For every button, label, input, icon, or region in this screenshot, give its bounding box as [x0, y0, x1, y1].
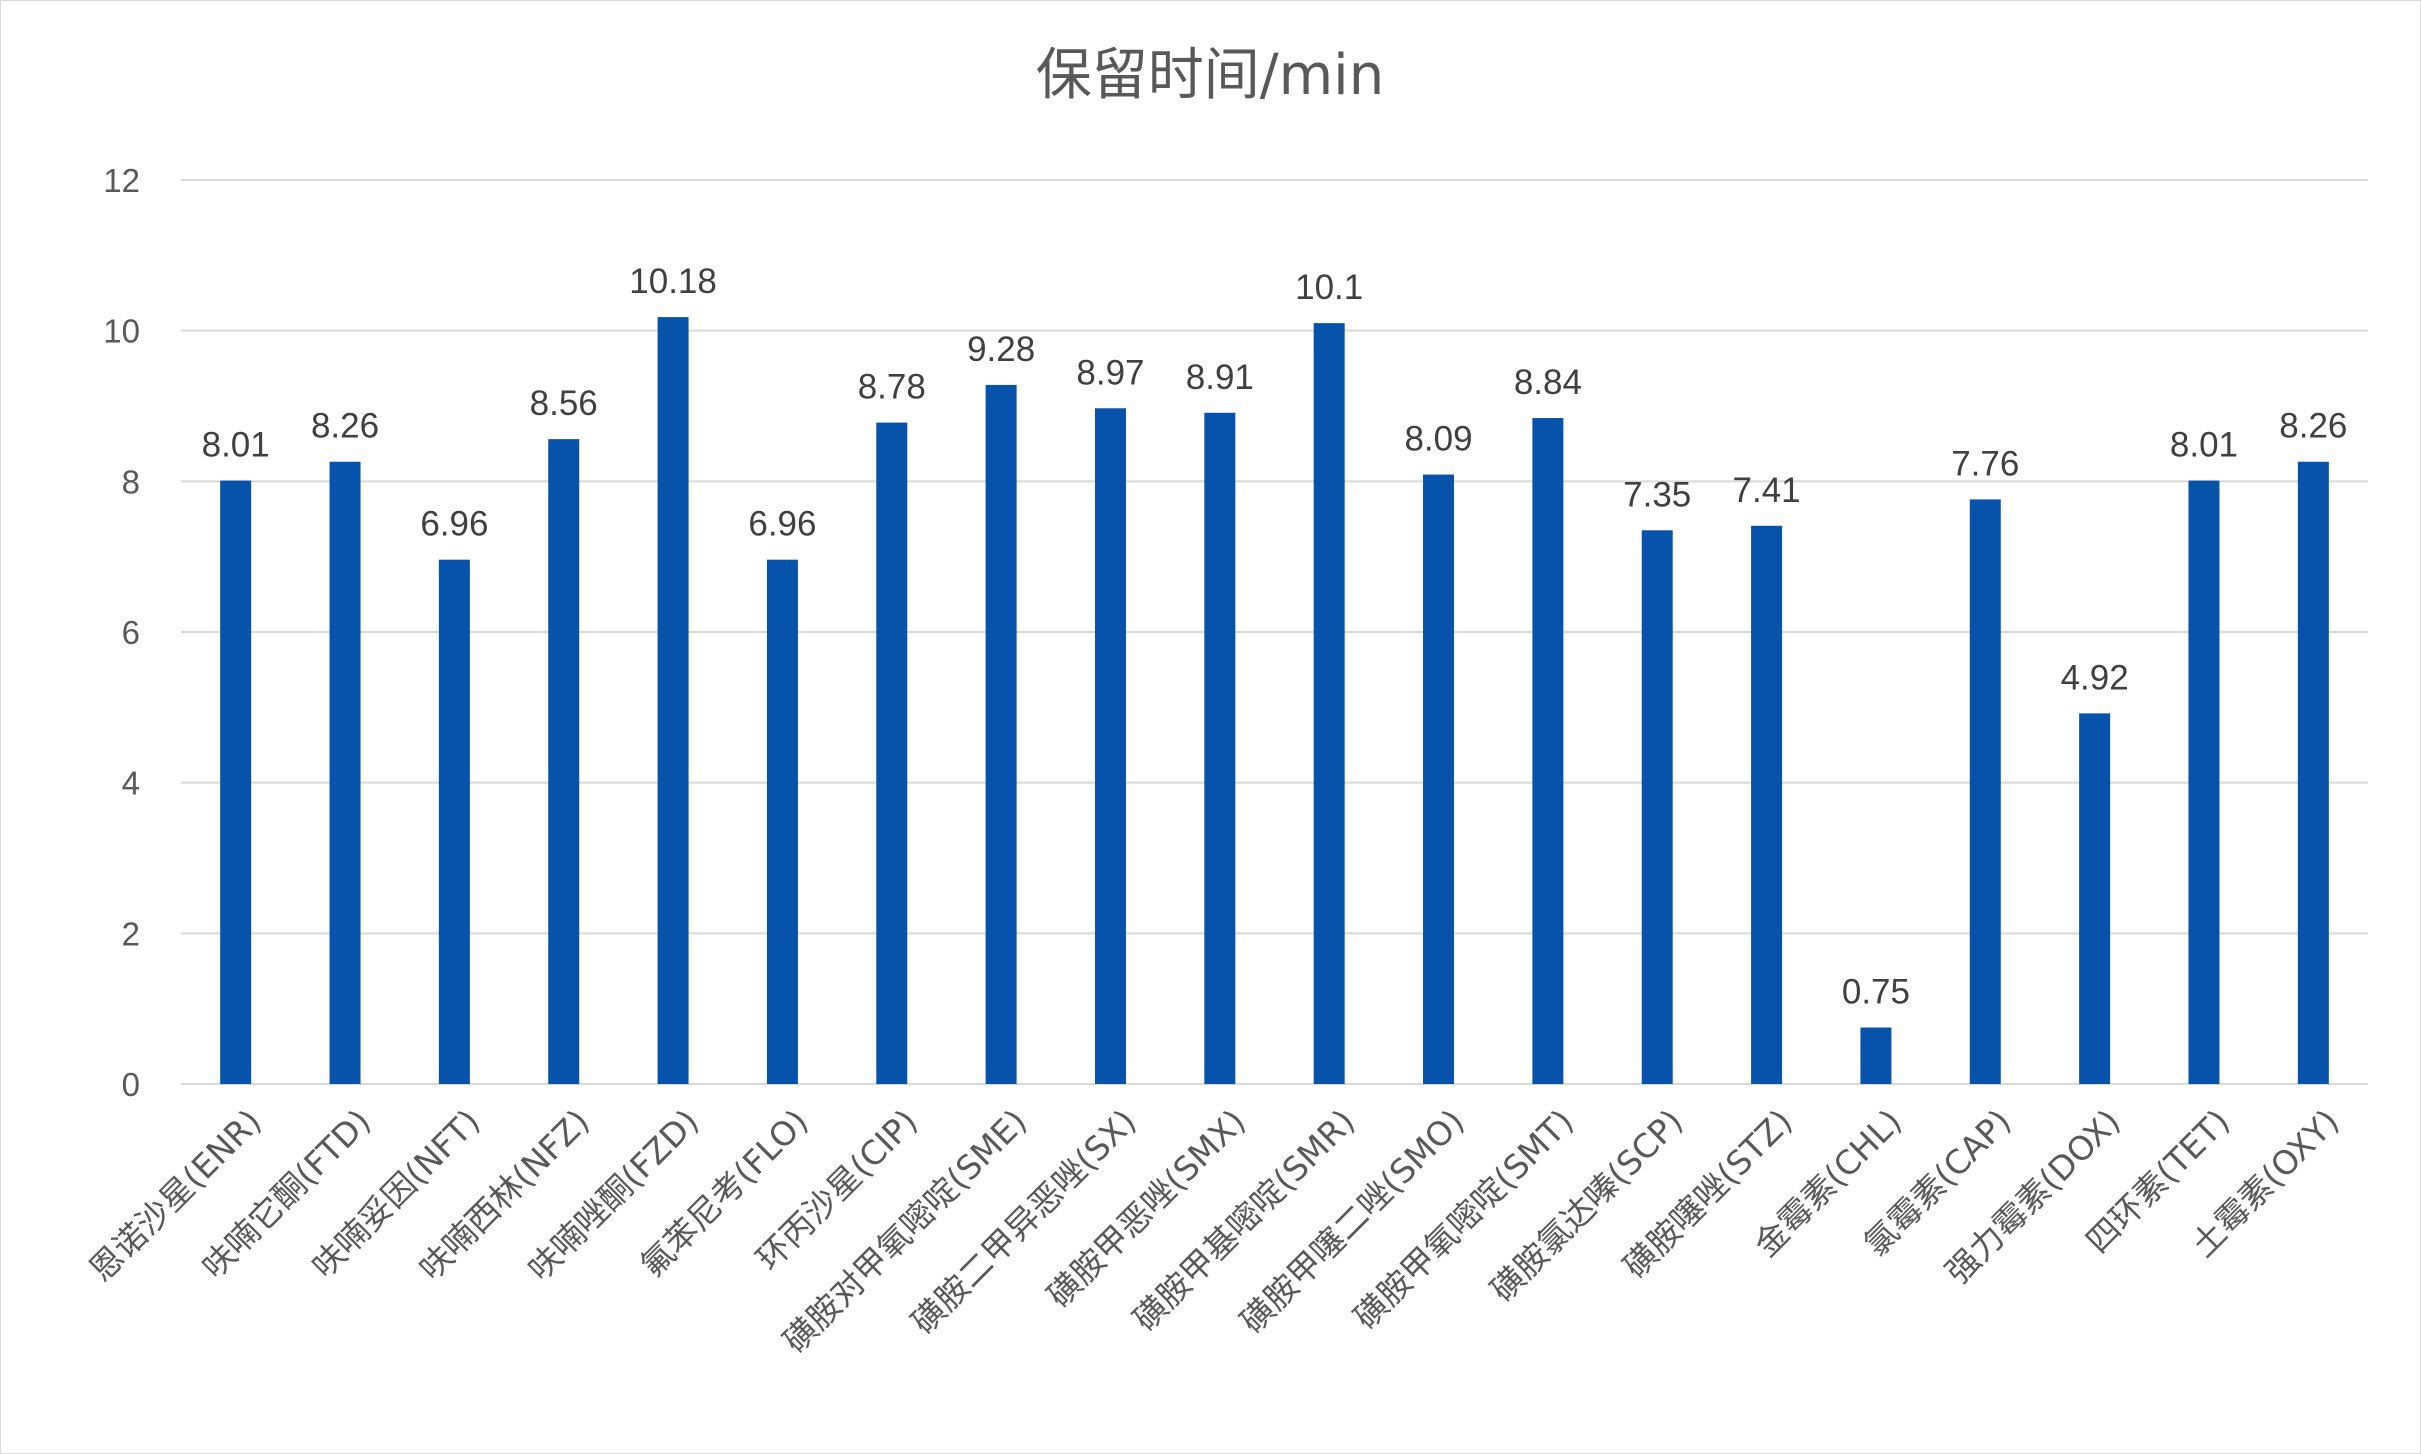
y-tick-label: 0 — [122, 1066, 140, 1103]
data-label: 0.75 — [1842, 973, 1910, 1012]
bar — [1204, 412, 1236, 1084]
data-label: 10.18 — [629, 262, 717, 301]
bar — [985, 384, 1017, 1084]
y-axis-ticks: 0 2 4 6 8 10 12 — [103, 162, 140, 1103]
bar — [1313, 323, 1345, 1085]
bar — [438, 559, 470, 1084]
data-label: 7.35 — [1623, 475, 1691, 514]
data-label: 8.91 — [1186, 358, 1254, 397]
data-label: 8.56 — [530, 384, 598, 423]
chart-title: 保留时间/min — [1036, 43, 1384, 108]
y-tick-label: 2 — [122, 915, 140, 952]
bar — [766, 559, 798, 1084]
bars — [220, 317, 2329, 1085]
bar — [876, 422, 908, 1084]
y-tick-label: 4 — [122, 765, 140, 802]
bar — [1641, 530, 1673, 1084]
bar — [1532, 418, 1564, 1084]
data-label: 8.84 — [1514, 363, 1582, 402]
data-label: 4.92 — [2061, 658, 2129, 697]
bar — [548, 439, 580, 1084]
data-label: 6.96 — [748, 505, 816, 544]
data-labels: 8.01 8.26 6.96 8.56 10.18 6.96 8.78 9.28 8.97 8.9… — [202, 262, 2348, 1011]
data-label: 8.97 — [1076, 353, 1144, 392]
data-label: 8.26 — [2279, 407, 2347, 446]
bar — [1860, 1027, 1892, 1084]
bar — [2297, 461, 2329, 1084]
bar — [1094, 408, 1126, 1084]
data-label: 8.78 — [858, 368, 926, 407]
bar — [329, 461, 361, 1084]
y-tick-label: 8 — [122, 463, 140, 500]
data-label: 8.01 — [2170, 426, 2238, 465]
y-tick-label: 6 — [122, 614, 140, 651]
data-label: 10.1 — [1295, 268, 1363, 307]
x-axis-categories: 恩诺沙星(ENR)呋喃它酮(FTD)呋喃妥因(NFT)呋喃西林(NFZ)呋喃唑酮… — [81, 1102, 2346, 1361]
bar — [220, 480, 252, 1085]
bar — [657, 317, 689, 1084]
data-label: 7.76 — [1951, 444, 2019, 483]
y-tick-label: 10 — [103, 313, 140, 350]
x-tick-label: 磺胺氯达嗪(SCP) — [1483, 1102, 1691, 1310]
bar — [1751, 525, 1783, 1084]
data-label: 9.28 — [967, 330, 1035, 369]
data-label: 6.96 — [420, 505, 488, 544]
bar — [2079, 713, 2111, 1084]
bar — [1423, 474, 1455, 1084]
data-label: 7.41 — [1733, 471, 1801, 510]
data-label: 8.09 — [1404, 420, 1472, 459]
bar — [1969, 499, 2001, 1084]
data-label: 8.26 — [311, 407, 379, 446]
y-tick-label: 12 — [103, 162, 140, 199]
data-label: 8.01 — [202, 426, 270, 465]
bar — [2188, 480, 2220, 1085]
x-tick-label: 磺胺甲恶唑(SMX) — [1040, 1102, 1253, 1315]
gridlines — [181, 179, 2368, 1085]
